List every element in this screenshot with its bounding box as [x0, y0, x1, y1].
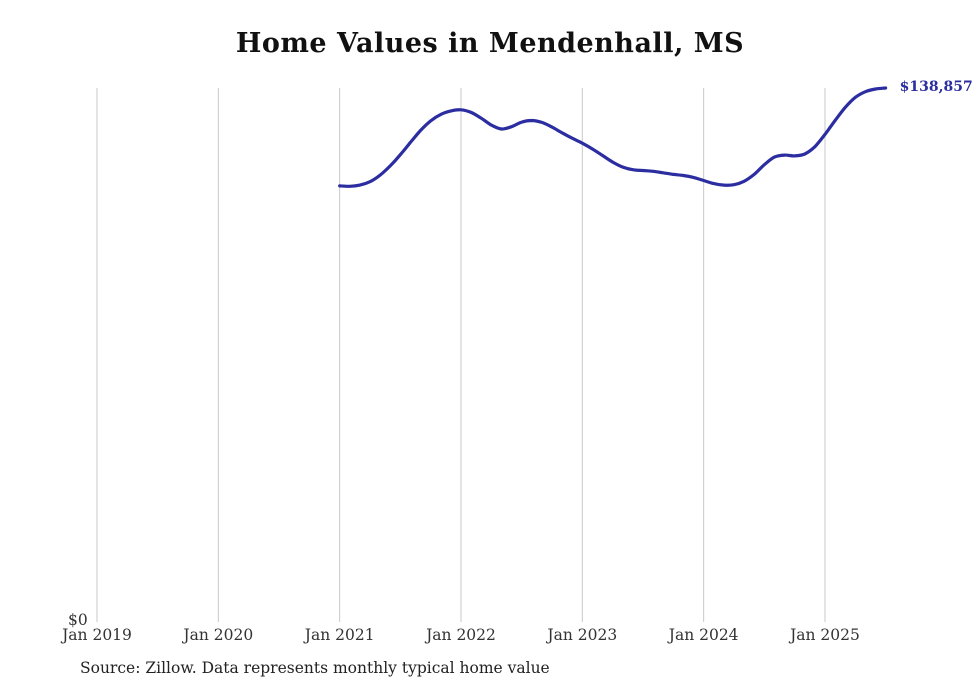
x-tick-label: Jan 2023 [547, 626, 618, 644]
x-tick-label: Jan 2019 [62, 626, 132, 644]
x-tick-label: Jan 2025 [790, 626, 860, 644]
source-note: Source: Zillow. Data represents monthly … [80, 659, 550, 677]
y-axis-zero-label: $0 [68, 611, 88, 629]
home-value-series-line [338, 86, 888, 188]
series-end-value-label: $138,857 [899, 79, 973, 95]
chart-title: Home Values in Mendenhall, MS [235, 28, 745, 59]
x-tick-label: Jan 2021 [304, 626, 375, 644]
x-tick-label: Jan 2022 [426, 626, 496, 644]
x-tick-label: Jan 2024 [668, 626, 739, 644]
x-tick-label: Jan 2020 [183, 626, 254, 644]
